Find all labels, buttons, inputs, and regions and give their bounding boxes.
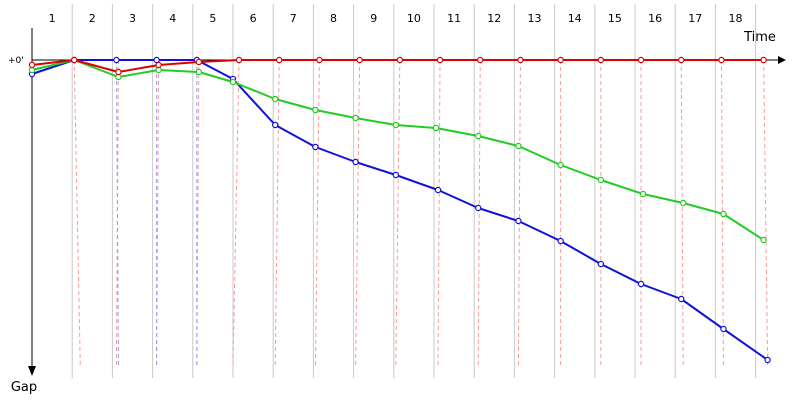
axes: Time Gap +0'	[8, 28, 786, 395]
series-0	[28, 56, 767, 76]
series-2-point-17	[720, 325, 727, 333]
series-1-point-16	[680, 199, 687, 207]
series-1-line	[31, 59, 765, 241]
crossing-line-red-10	[477, 59, 481, 366]
crossing-line-red-0	[73, 59, 81, 366]
zero-gap-label: +0'	[8, 56, 24, 66]
lap-label-5: 5	[209, 12, 216, 25]
crossing-line-red-5	[274, 59, 280, 366]
series-0-point-12	[517, 56, 524, 64]
series-1-point-5	[229, 78, 237, 86]
y-axis-title: Gap	[11, 380, 37, 395]
crossing-line-red-4	[232, 59, 240, 366]
crossing-line-red-1	[115, 59, 119, 366]
lap-label-17: 17	[688, 12, 702, 25]
series-1-point-12	[515, 142, 522, 150]
position-change-lines	[73, 59, 769, 366]
crossing-line-red-7	[355, 59, 361, 366]
series-2-point-2	[113, 56, 120, 64]
series-0-point-13	[557, 56, 564, 64]
lap-label-15: 15	[608, 12, 622, 25]
series-2-point-16	[678, 295, 685, 303]
series-0-point-11	[477, 56, 484, 64]
series-0-point-1	[71, 56, 78, 64]
series-1-point-4	[195, 68, 203, 76]
series-1-point-9	[392, 121, 400, 129]
series-1-point-8	[352, 114, 359, 122]
lap-label-10: 10	[407, 12, 421, 25]
lap-label-2: 2	[89, 12, 96, 25]
series-0-point-15	[637, 56, 645, 64]
series-2	[28, 56, 771, 364]
lap-labels: 1 2 3 4 5 6 7 8 9 10 11 12 13 14 15 16 17 18	[49, 12, 743, 25]
crossing-line-red-6	[314, 59, 320, 366]
lap-label-4: 4	[169, 12, 176, 25]
series-0-point-3	[155, 61, 162, 69]
series-0-point-18	[760, 56, 767, 64]
series-2-point-6	[272, 121, 279, 129]
series-1-point-13	[557, 161, 564, 169]
series-2-point-14	[597, 260, 605, 268]
lap-label-7: 7	[290, 12, 297, 25]
series-2-point-12	[515, 217, 522, 225]
series-2-point-18	[764, 356, 771, 364]
series-0-point-7	[316, 56, 323, 64]
series-1-point-10	[432, 124, 440, 132]
crossing-line-red-9	[437, 59, 441, 366]
crossing-line-red-11	[517, 59, 521, 366]
series-0-point-17	[718, 56, 725, 64]
series-2-point-10	[434, 186, 442, 194]
lap-label-18: 18	[729, 12, 743, 25]
crossing-line-red-15	[680, 59, 684, 366]
lap-label-3: 3	[129, 12, 136, 25]
lap-label-1: 1	[49, 12, 56, 25]
grid-lines	[71, 4, 757, 378]
series-2-point-9	[392, 171, 400, 179]
series-0-point-10	[436, 56, 444, 64]
series-2-line	[31, 59, 769, 361]
crossing-line-red-8	[395, 59, 401, 366]
series-1-point-6	[272, 95, 279, 103]
series-0-point-4	[195, 58, 203, 66]
series-1	[28, 56, 767, 244]
series-0-point-5	[235, 56, 243, 64]
series-1-point-11	[475, 132, 482, 140]
lap-label-13: 13	[528, 12, 542, 25]
series-0-point-0	[28, 61, 36, 69]
crossing-line-red-17	[763, 59, 769, 366]
series	[28, 56, 771, 364]
series-0-point-14	[597, 56, 605, 64]
lap-label-8: 8	[330, 12, 337, 25]
lap-label-6: 6	[250, 12, 257, 25]
crossing-line-red-16	[720, 59, 724, 366]
series-0-point-8	[356, 56, 363, 64]
series-2-point-7	[312, 143, 319, 151]
series-0-point-9	[396, 56, 404, 64]
series-0-point-6	[276, 56, 283, 64]
series-1-point-15	[639, 190, 647, 198]
lap-label-9: 9	[370, 12, 377, 25]
lap-label-16: 16	[648, 12, 662, 25]
series-1-point-14	[597, 176, 605, 184]
series-2-point-8	[352, 158, 359, 166]
series-1-point-7	[312, 106, 319, 114]
series-0-point-16	[678, 56, 685, 64]
lap-label-11: 11	[447, 12, 461, 25]
series-2-point-11	[475, 204, 482, 212]
series-1-point-18	[760, 236, 767, 244]
series-2-point-15	[637, 280, 645, 288]
time-axis-arrow	[778, 56, 786, 64]
series-2-point-13	[557, 237, 564, 245]
series-0-point-2	[115, 68, 122, 76]
gap-axis-arrow	[28, 366, 36, 376]
lap-label-12: 12	[487, 12, 501, 25]
lap-label-14: 14	[568, 12, 582, 25]
series-1-point-17	[720, 210, 727, 218]
x-axis-title: Time	[743, 30, 776, 45]
crossing-line-blue-0	[115, 59, 119, 366]
